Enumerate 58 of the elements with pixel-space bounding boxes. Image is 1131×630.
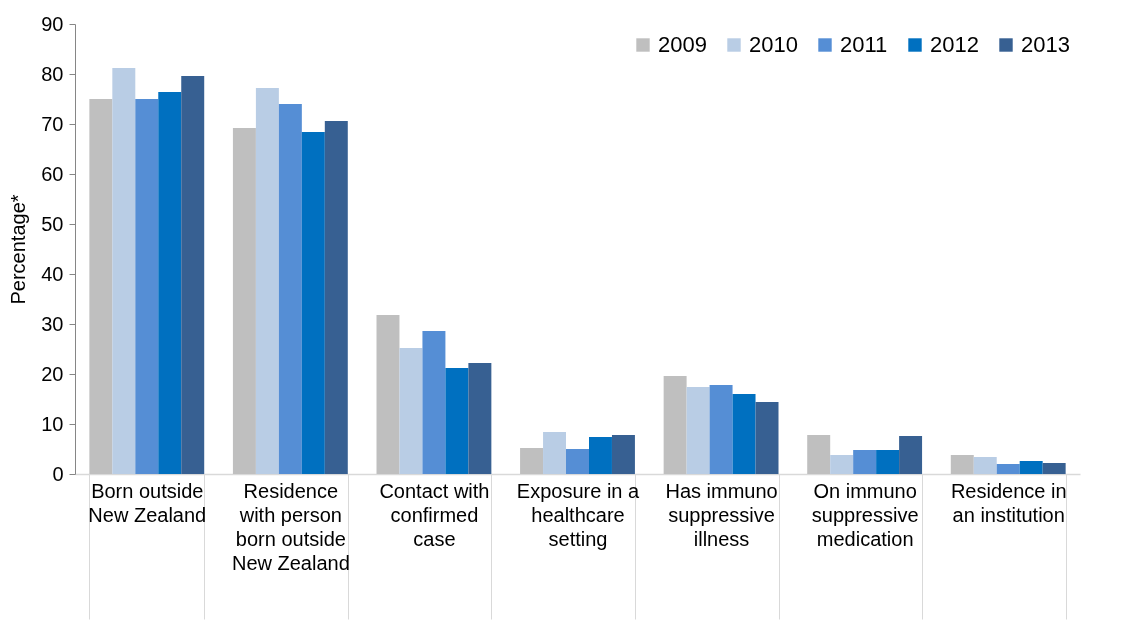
y-tick-label: 40 bbox=[41, 262, 64, 285]
bar bbox=[112, 68, 136, 474]
bar bbox=[301, 132, 325, 474]
bar bbox=[520, 448, 544, 474]
x-tick-label: Residence in an institution bbox=[950, 479, 1067, 526]
y-tick-label: 90 bbox=[41, 12, 64, 35]
bar bbox=[973, 457, 997, 474]
bar bbox=[663, 376, 687, 474]
x-tick-label: Residence with person born outside New Zealand bbox=[231, 479, 350, 574]
legend-label: 2010 bbox=[749, 32, 798, 57]
bar bbox=[232, 128, 256, 474]
y-tick-label: 50 bbox=[41, 212, 64, 235]
x-tick-label: Has immuno suppressive illness bbox=[665, 479, 778, 550]
x-tick-label: On immuno suppressive medication bbox=[811, 479, 919, 550]
x-tick-label: Contact with confirmed case bbox=[379, 479, 490, 550]
bar bbox=[543, 432, 567, 474]
bar bbox=[445, 368, 469, 474]
bar bbox=[611, 435, 635, 474]
bar bbox=[181, 76, 205, 474]
bar bbox=[422, 331, 446, 474]
bar bbox=[399, 348, 423, 474]
y-tick-label: 30 bbox=[41, 312, 64, 335]
y-tick-label: 60 bbox=[41, 162, 64, 185]
bar bbox=[158, 92, 182, 474]
y-tick-label: 80 bbox=[41, 62, 64, 85]
bar bbox=[255, 88, 279, 474]
bar bbox=[135, 99, 159, 474]
bar bbox=[278, 104, 302, 474]
legend-label: 2011 bbox=[840, 32, 888, 57]
legend-label: 2013 bbox=[1021, 32, 1070, 57]
legend-label: 2009 bbox=[658, 32, 707, 57]
bar bbox=[732, 394, 756, 474]
bar bbox=[950, 455, 974, 474]
bar bbox=[376, 315, 400, 474]
bar bbox=[709, 385, 733, 474]
y-tick-label: 10 bbox=[41, 412, 64, 435]
bar bbox=[830, 455, 854, 474]
bar bbox=[588, 437, 612, 474]
x-tick-label: Born outside New Zealand bbox=[88, 479, 207, 526]
bar bbox=[807, 435, 831, 474]
bar bbox=[853, 450, 877, 474]
bar bbox=[324, 121, 348, 474]
bar bbox=[1019, 461, 1043, 474]
y-axis-title: Percentage* bbox=[7, 194, 30, 305]
bar bbox=[899, 436, 923, 474]
bar bbox=[686, 387, 710, 474]
y-tick-label: 0 bbox=[52, 462, 64, 485]
y-tick-label: 20 bbox=[41, 362, 64, 385]
x-tick-label: Exposure in a healthcare setting bbox=[516, 479, 641, 550]
bar bbox=[755, 402, 779, 474]
bar bbox=[1042, 463, 1066, 474]
y-tick-label: 70 bbox=[41, 112, 64, 135]
bar bbox=[468, 363, 492, 474]
bar bbox=[89, 99, 113, 474]
bar bbox=[566, 449, 589, 474]
bar bbox=[876, 450, 900, 474]
bar bbox=[996, 464, 1020, 474]
legend-label: 2012 bbox=[930, 32, 979, 57]
